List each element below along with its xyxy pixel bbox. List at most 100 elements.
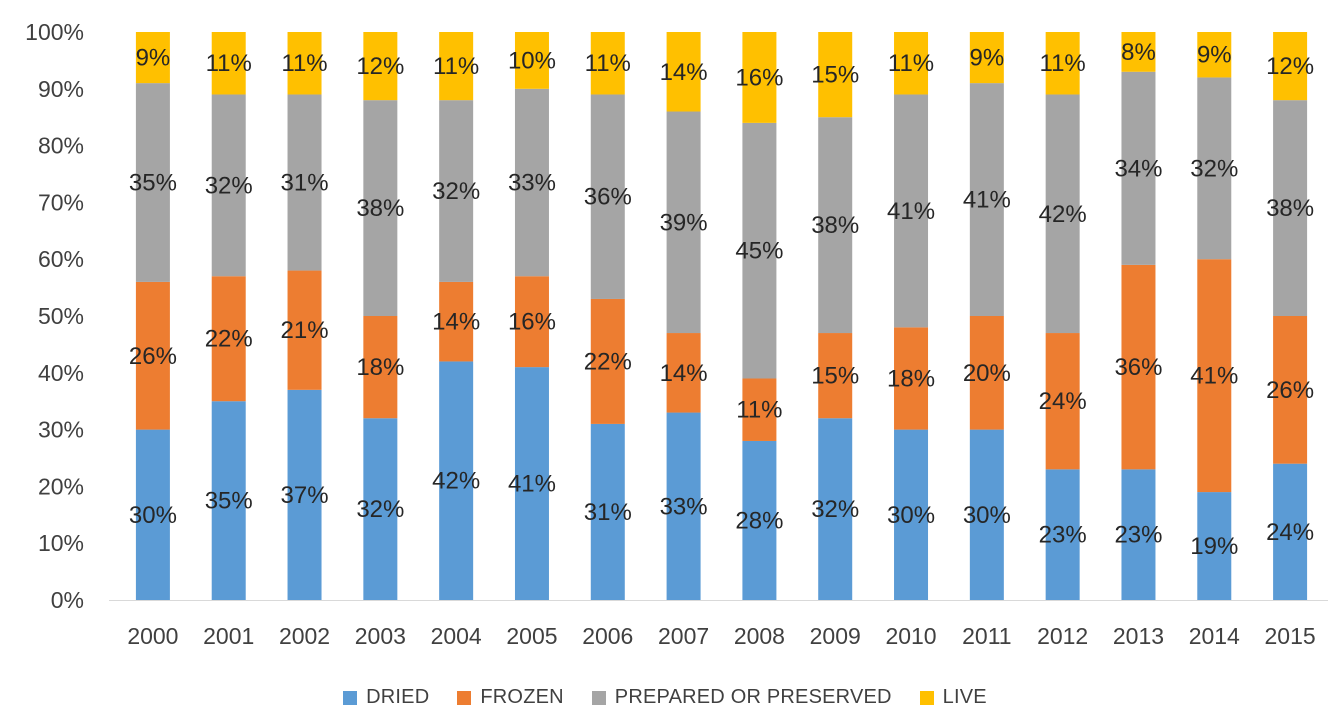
bar-segment-frozen xyxy=(969,316,1004,430)
data-label: 24% xyxy=(1266,519,1314,546)
bar-segment-dried xyxy=(287,389,322,600)
y-tick-label: 80% xyxy=(38,133,84,159)
data-label: 36% xyxy=(1114,354,1162,381)
y-tick-label: 90% xyxy=(38,76,84,102)
legend-item-prepared-or-preserved: PREPARED OR PRESERVED xyxy=(591,686,892,709)
y-tick-label: 100% xyxy=(25,19,84,45)
bar-segment-prepared-or-preserved xyxy=(1121,71,1156,265)
data-label: 34% xyxy=(1114,155,1162,182)
bar-segment-live xyxy=(666,32,701,112)
legend-swatch xyxy=(591,690,606,705)
bar-segment-dried xyxy=(590,423,625,600)
data-label: 18% xyxy=(356,354,404,381)
bar-segment-frozen xyxy=(211,276,246,402)
bar-segment-frozen xyxy=(1045,333,1080,470)
data-label: 19% xyxy=(1190,533,1238,560)
bar-segment-live xyxy=(818,32,853,118)
data-label: 9% xyxy=(970,45,1005,72)
x-tick-label: 2008 xyxy=(734,623,785,649)
bar-segment-dried xyxy=(1273,463,1308,600)
data-label: 36% xyxy=(584,184,632,211)
data-label: 11% xyxy=(281,50,327,77)
bar-segment-live xyxy=(1121,32,1156,72)
bar-segment-live xyxy=(742,32,777,123)
bar-segment-live xyxy=(590,32,625,95)
bar-segment-frozen xyxy=(1273,316,1308,464)
bar-segment-prepared-or-preserved xyxy=(742,122,777,379)
bar-segment-live xyxy=(439,32,474,101)
x-tick-label: 2005 xyxy=(506,623,557,649)
data-label: 41% xyxy=(963,187,1011,214)
data-label: 12% xyxy=(1266,53,1314,80)
bar-segment-dried xyxy=(666,412,701,600)
x-tick-label: 2013 xyxy=(1113,623,1164,649)
legend-swatch xyxy=(343,690,358,705)
data-label: 38% xyxy=(811,212,859,239)
data-label: 14% xyxy=(660,360,708,387)
data-label: 31% xyxy=(584,499,632,526)
data-label: 15% xyxy=(811,363,859,390)
data-label: 38% xyxy=(356,195,404,222)
bar-segment-live xyxy=(1197,32,1232,78)
data-label: 28% xyxy=(735,507,783,534)
data-label: 42% xyxy=(1039,201,1087,228)
data-label: 15% xyxy=(811,62,859,89)
data-label: 33% xyxy=(508,170,556,197)
data-label: 9% xyxy=(136,45,171,72)
x-tick-label: 2000 xyxy=(127,623,178,649)
data-label: 11% xyxy=(888,50,934,77)
bar-segment-live xyxy=(363,32,398,101)
data-label: 10% xyxy=(508,47,556,74)
data-label: 33% xyxy=(660,493,708,520)
bar-segment-frozen xyxy=(439,281,474,362)
data-label: 38% xyxy=(1266,195,1314,222)
data-label: 42% xyxy=(432,468,480,495)
bar-segment-prepared-or-preserved xyxy=(135,83,170,282)
bar-segment-dried xyxy=(1121,469,1156,600)
data-label: 21% xyxy=(281,317,329,344)
bar-segment-live xyxy=(211,32,246,95)
bar-segment-dried xyxy=(1045,469,1080,600)
data-label: 32% xyxy=(205,172,253,199)
bar-segment-frozen xyxy=(1197,259,1232,493)
y-tick-label: 30% xyxy=(38,417,84,443)
data-label: 32% xyxy=(356,496,404,523)
bar-segment-dried xyxy=(363,418,398,600)
y-tick-label: 70% xyxy=(38,189,84,215)
data-label: 11% xyxy=(736,397,782,424)
data-label: 35% xyxy=(129,170,177,197)
data-label: 8% xyxy=(1121,39,1156,66)
data-label: 41% xyxy=(887,198,935,225)
bar-segment-live xyxy=(287,32,322,95)
bar-segment-dried xyxy=(969,429,1004,600)
data-label: 18% xyxy=(887,365,935,392)
bar-segment-prepared-or-preserved xyxy=(666,111,701,334)
bar-segment-dried xyxy=(1197,492,1232,600)
data-label: 9% xyxy=(1197,42,1232,69)
bar-segment-frozen xyxy=(666,333,701,413)
bar-segment-prepared-or-preserved xyxy=(1197,77,1232,260)
data-label: 30% xyxy=(963,502,1011,529)
bar-segment-live xyxy=(894,32,929,95)
bar-segment-dried xyxy=(742,440,777,600)
bar-segment-prepared-or-preserved xyxy=(969,83,1004,317)
y-tick-label: 40% xyxy=(38,360,84,386)
data-label: 24% xyxy=(1039,388,1087,415)
data-label: 41% xyxy=(1190,363,1238,390)
data-label: 20% xyxy=(963,360,1011,387)
data-label: 12% xyxy=(356,53,404,80)
data-label: 32% xyxy=(1190,155,1238,182)
bar-segment-live xyxy=(514,32,549,89)
bar-segment-dried xyxy=(818,418,853,600)
data-label: 16% xyxy=(508,309,556,336)
x-tick-label: 2010 xyxy=(885,623,936,649)
bar-segment-frozen xyxy=(818,333,853,419)
data-label: 41% xyxy=(508,471,556,498)
chart-legend: DRIED FROZEN PREPARED OR PRESERVED LIVE xyxy=(0,686,1330,709)
legend-item-dried: DRIED xyxy=(343,686,429,709)
legend-item-frozen: FROZEN xyxy=(457,686,564,709)
bar-segment-frozen xyxy=(1121,264,1156,470)
bar-segment-prepared-or-preserved xyxy=(1273,100,1308,316)
data-label: 30% xyxy=(887,502,935,529)
